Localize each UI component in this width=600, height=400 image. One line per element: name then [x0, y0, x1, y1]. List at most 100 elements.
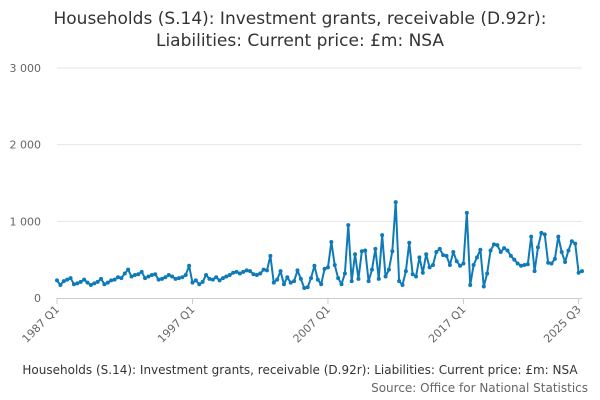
data-point[interactable]: [366, 279, 371, 284]
data-point[interactable]: [163, 275, 168, 280]
data-point[interactable]: [115, 275, 120, 280]
data-point[interactable]: [183, 273, 188, 277]
data-point[interactable]: [271, 280, 276, 285]
data-point[interactable]: [512, 257, 517, 262]
data-point[interactable]: [386, 267, 391, 272]
data-point[interactable]: [153, 272, 158, 277]
data-point[interactable]: [75, 281, 80, 286]
data-point[interactable]: [434, 250, 439, 254]
data-point[interactable]: [149, 273, 154, 277]
data-point[interactable]: [248, 269, 253, 274]
data-point[interactable]: [61, 279, 66, 284]
data-point[interactable]: [237, 271, 242, 276]
data-point[interactable]: [187, 263, 192, 268]
data-point[interactable]: [576, 270, 581, 275]
data-point[interactable]: [234, 269, 239, 274]
data-point[interactable]: [170, 274, 175, 279]
data-point[interactable]: [573, 241, 578, 246]
data-point[interactable]: [383, 274, 388, 279]
data-point[interactable]: [475, 255, 479, 260]
data-point[interactable]: [346, 223, 351, 228]
data-point[interactable]: [319, 282, 324, 287]
data-point[interactable]: [258, 271, 263, 276]
data-point[interactable]: [451, 250, 456, 254]
data-point[interactable]: [180, 275, 185, 280]
data-point[interactable]: [224, 274, 229, 279]
data-point[interactable]: [549, 261, 554, 266]
data-point[interactable]: [322, 266, 327, 271]
data-point[interactable]: [505, 248, 510, 253]
data-point[interactable]: [332, 263, 337, 268]
data-point[interactable]: [410, 272, 415, 277]
data-point[interactable]: [349, 279, 354, 284]
data-point[interactable]: [376, 276, 381, 281]
data-point[interactable]: [281, 282, 286, 287]
data-point[interactable]: [424, 252, 429, 257]
data-point[interactable]: [217, 278, 222, 283]
data-point[interactable]: [339, 282, 344, 287]
data-point[interactable]: [525, 262, 530, 267]
data-point[interactable]: [132, 273, 137, 277]
data-point[interactable]: [200, 279, 205, 284]
data-point[interactable]: [126, 267, 131, 272]
data-point[interactable]: [566, 248, 571, 253]
data-point[interactable]: [441, 253, 446, 258]
data-point[interactable]: [508, 253, 513, 258]
data-point[interactable]: [403, 269, 408, 274]
data-point[interactable]: [207, 276, 212, 281]
data-point[interactable]: [563, 259, 568, 264]
data-point[interactable]: [329, 240, 334, 245]
data-point[interactable]: [166, 273, 171, 277]
data-point[interactable]: [522, 263, 527, 268]
data-point[interactable]: [427, 265, 432, 270]
data-point[interactable]: [393, 200, 398, 205]
data-point[interactable]: [143, 276, 148, 281]
data-point[interactable]: [478, 247, 483, 252]
data-point[interactable]: [265, 268, 269, 273]
data-point[interactable]: [302, 286, 307, 291]
data-point[interactable]: [285, 275, 290, 280]
data-point[interactable]: [244, 268, 249, 273]
data-point[interactable]: [92, 281, 97, 286]
data-point[interactable]: [556, 234, 561, 239]
data-point[interactable]: [485, 271, 490, 276]
data-point[interactable]: [417, 255, 422, 260]
data-point[interactable]: [105, 280, 110, 285]
data-point[interactable]: [129, 274, 134, 279]
data-point[interactable]: [295, 268, 300, 273]
data-point[interactable]: [146, 274, 151, 279]
data-point[interactable]: [261, 267, 266, 272]
data-point[interactable]: [88, 282, 93, 287]
data-point[interactable]: [78, 279, 83, 284]
data-point[interactable]: [68, 276, 73, 281]
data-point[interactable]: [539, 230, 544, 235]
data-point[interactable]: [454, 259, 459, 264]
data-point[interactable]: [444, 253, 449, 258]
data-point[interactable]: [437, 246, 442, 251]
data-point[interactable]: [55, 278, 59, 283]
data-point[interactable]: [468, 282, 473, 287]
data-point[interactable]: [502, 246, 507, 251]
data-point[interactable]: [119, 276, 124, 281]
data-point[interactable]: [109, 278, 114, 283]
data-point[interactable]: [99, 276, 104, 281]
data-point[interactable]: [336, 276, 341, 281]
data-point[interactable]: [122, 271, 127, 276]
data-point[interactable]: [370, 267, 374, 272]
data-point[interactable]: [495, 243, 500, 248]
data-point[interactable]: [464, 210, 469, 215]
data-point[interactable]: [353, 252, 358, 257]
data-point[interactable]: [342, 271, 347, 276]
data-point[interactable]: [220, 276, 225, 281]
data-point[interactable]: [532, 269, 537, 274]
data-point[interactable]: [82, 277, 87, 282]
data-point[interactable]: [519, 263, 524, 268]
data-point[interactable]: [542, 232, 547, 237]
data-point[interactable]: [288, 280, 293, 285]
data-point[interactable]: [559, 250, 564, 254]
data-point[interactable]: [309, 276, 314, 281]
data-point[interactable]: [102, 282, 107, 287]
data-point[interactable]: [292, 279, 297, 284]
data-point[interactable]: [414, 274, 419, 279]
data-point[interactable]: [363, 248, 368, 253]
